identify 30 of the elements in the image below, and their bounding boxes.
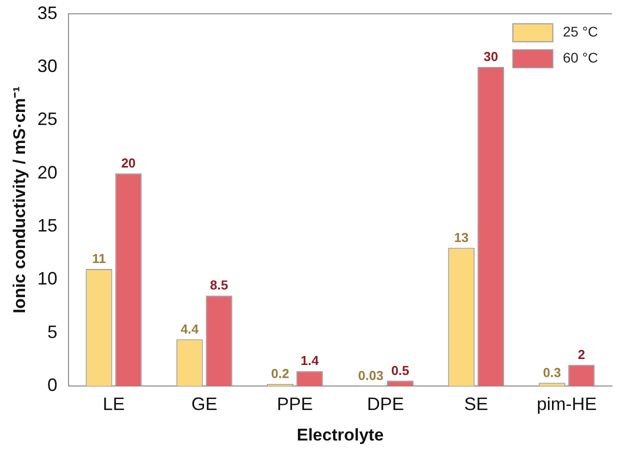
legend-label: 25 °C — [562, 24, 598, 40]
data-label: 0.2 — [271, 366, 290, 381]
data-label: 11 — [92, 251, 106, 266]
data-label: 20 — [121, 155, 136, 170]
data-label: 0.3 — [542, 364, 562, 380]
x-tick-label: SE — [464, 394, 488, 414]
data-label: 2 — [578, 346, 586, 362]
y-tick-label: 25 — [37, 109, 58, 130]
x-tick-label: DPE — [367, 394, 404, 414]
x-tick-label: GE — [191, 394, 218, 414]
y-tick-label: 35 — [37, 2, 58, 23]
x-tick-label: LE — [102, 394, 125, 414]
data-label: 8.5 — [210, 278, 228, 293]
data-label: 0.03 — [358, 368, 384, 383]
x-axis-title: Electrolyte — [296, 425, 384, 444]
y-tick-label: 5 — [47, 322, 58, 342]
y-tick-label: 15 — [37, 215, 58, 236]
y-tick-label: 20 — [37, 162, 58, 182]
y-axis-title: Ionic conductivity / mS·cm⁻¹ — [10, 86, 29, 314]
x-tick-label: pim-HE — [536, 394, 597, 414]
data-label: 0.5 — [391, 362, 410, 378]
data-label: 13 — [454, 230, 469, 245]
y-tick-label: 30 — [37, 56, 58, 76]
y-tick-label: 0 — [47, 374, 58, 395]
x-tick-label: PPE — [276, 394, 313, 414]
data-label: 1.4 — [300, 353, 320, 368]
y-tick-label: 10 — [37, 268, 58, 289]
data-label: 30 — [484, 49, 498, 64]
data-label: 4.4 — [180, 321, 200, 336]
legend-label: 60 °C — [562, 50, 598, 66]
